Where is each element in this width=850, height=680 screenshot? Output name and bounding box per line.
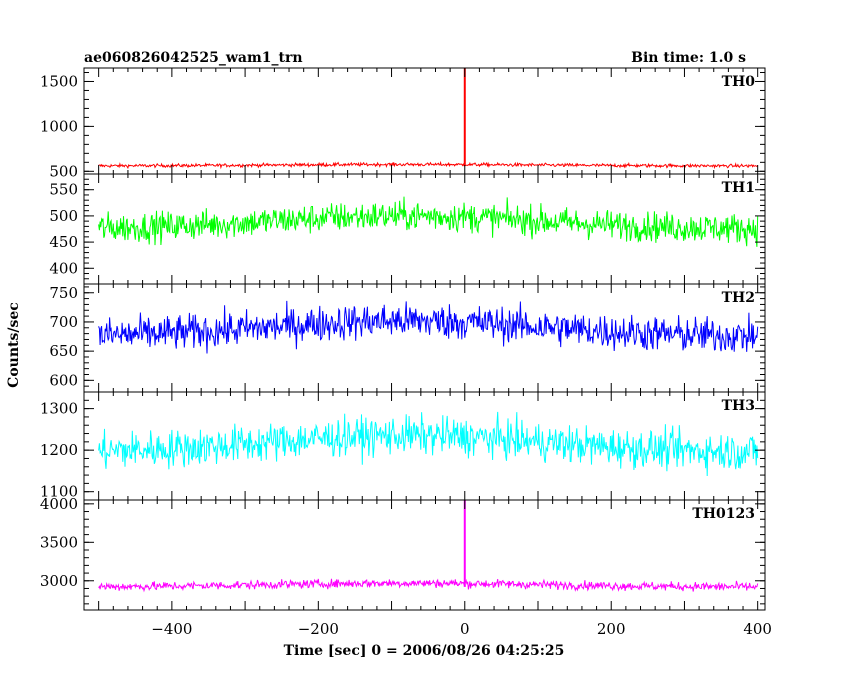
- panel-label: TH3: [722, 398, 755, 414]
- y-tick-label: 1300: [40, 400, 78, 418]
- bin-time-label: Bin time: 1.0 s: [631, 50, 746, 66]
- x-tick-label: 0: [460, 620, 470, 638]
- y-tick-label: 550: [49, 181, 78, 199]
- y-tick-label: 500: [49, 162, 78, 180]
- series-line-th0123: [98, 578, 759, 593]
- panel-th0: 500 1000 1500 TH0: [40, 67, 766, 180]
- series-line-th3: [98, 411, 759, 477]
- x-axis-label: Time [sec] 0 = 2006/08/26 04:25:25: [284, 643, 565, 659]
- panel-frame: [83, 499, 766, 611]
- y-tick-label: 3000: [40, 572, 78, 590]
- chart-title: ae060826042525_wam1_trn: [84, 50, 303, 66]
- panel-label: TH2: [722, 290, 755, 306]
- panel-th0123: 3000 3500 4000 TH0123: [40, 495, 766, 611]
- x-tick-label: −400: [151, 620, 192, 638]
- panel-frame: [83, 283, 766, 393]
- y-tick-label: 700: [49, 313, 78, 331]
- series-line-th0: [98, 160, 759, 170]
- y-axis-label: Counts/sec: [6, 302, 22, 388]
- y-tick-label: 600: [49, 371, 78, 389]
- panel-frame: [83, 67, 766, 175]
- panel-label: TH0123: [692, 506, 755, 522]
- y-tick-label: 4000: [40, 495, 78, 513]
- panel-th2: 600 650 700 750 TH2: [49, 283, 766, 393]
- y-tick-label: 1200: [40, 441, 78, 459]
- y-tick-label: 450: [49, 233, 78, 251]
- x-tick-label: 200: [597, 620, 626, 638]
- y-tick-label: 1500: [40, 72, 78, 90]
- y-tick-label: 1000: [40, 117, 78, 135]
- series-line-th2: [98, 300, 759, 354]
- y-tick-label: 650: [49, 342, 78, 360]
- y-tick-label: 3500: [40, 533, 78, 551]
- y-tick-label: 400: [49, 259, 78, 277]
- panel-th1: 400 450 500 550 TH1: [49, 173, 766, 285]
- y-tick-label: 750: [49, 284, 78, 302]
- x-tick-label: −200: [298, 620, 339, 638]
- x-tick-label: 400: [743, 620, 772, 638]
- y-tick-label: 1100: [40, 483, 78, 501]
- panel-th3: 1100 1200 1300 TH3: [40, 391, 766, 501]
- y-tick-label: 500: [49, 207, 78, 225]
- series-line-th1: [98, 196, 759, 247]
- panel-label: TH1: [722, 180, 755, 196]
- panel-label: TH0: [722, 74, 756, 90]
